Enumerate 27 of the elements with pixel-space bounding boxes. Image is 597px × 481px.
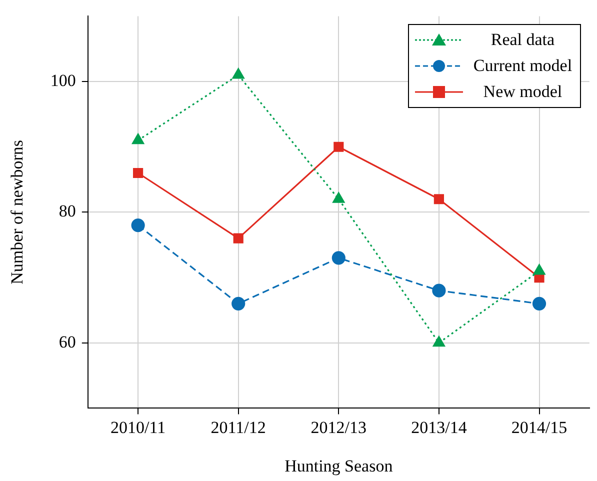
- y-axis-title: Number of newborns: [8, 140, 27, 284]
- point: [132, 134, 144, 144]
- point: [332, 251, 346, 265]
- point: [532, 296, 546, 310]
- legend-label: New model: [482, 82, 564, 102]
- x-tick-label: 2010/11: [110, 418, 166, 437]
- y-tick-label: 100: [50, 71, 76, 90]
- point: [334, 142, 344, 152]
- point: [332, 192, 345, 203]
- y-tick-label: 80: [58, 202, 76, 221]
- y-tick-label: 60: [58, 332, 76, 352]
- x-tick-label: 2012/13: [310, 418, 367, 437]
- x-tick-label: 2013/14: [411, 418, 468, 437]
- x-tick-label: 2014/15: [511, 418, 568, 437]
- point: [131, 218, 145, 232]
- point: [434, 194, 444, 204]
- legend-label: Current model: [472, 56, 572, 76]
- x-axis-title: Hunting Season: [284, 456, 394, 476]
- point: [432, 284, 446, 298]
- point: [133, 168, 144, 178]
- point: [432, 336, 445, 347]
- legend-label: Real data: [490, 30, 556, 50]
- point: [533, 264, 546, 275]
- point: [232, 68, 244, 79]
- point: [232, 296, 246, 310]
- point: [233, 233, 244, 244]
- x-tick-label: 2011/12: [210, 418, 266, 437]
